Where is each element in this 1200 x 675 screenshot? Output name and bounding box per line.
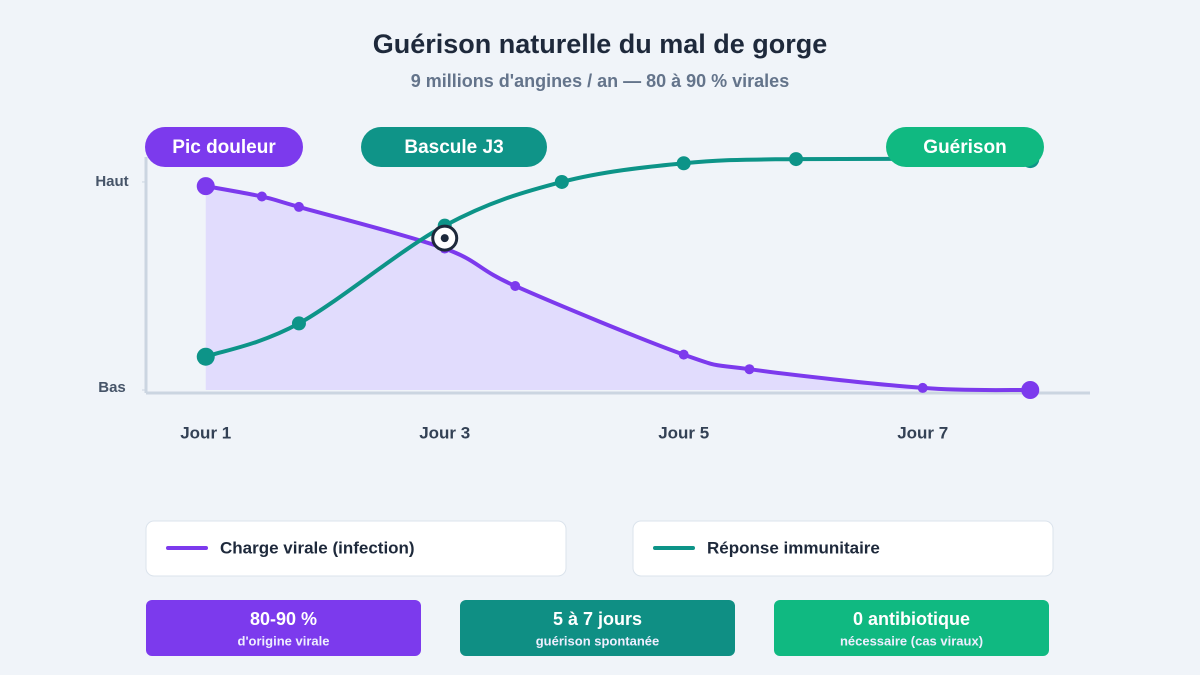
stat-card xyxy=(146,600,421,656)
point xyxy=(196,347,215,366)
point xyxy=(510,280,521,291)
legend-card xyxy=(145,520,567,577)
annotation-text: Bascule J3 xyxy=(404,137,503,158)
stat-label: nécessaire (cas viraux) xyxy=(840,633,983,648)
chart-title: Guérison naturelle du mal de gorge xyxy=(373,29,828,59)
point xyxy=(291,316,306,331)
annotation-pill xyxy=(145,127,303,167)
legend-label: Charge virale (infection) xyxy=(220,538,415,557)
x-tick-label: Jour 7 xyxy=(897,423,948,442)
legend-label: Réponse immunitaire xyxy=(707,538,880,557)
point xyxy=(293,201,304,212)
point xyxy=(196,177,215,196)
point xyxy=(917,382,928,393)
area xyxy=(205,186,1031,391)
stat-label: d'origine virale xyxy=(238,633,330,648)
y-tick-label: Haut xyxy=(95,173,128,190)
point xyxy=(744,364,755,375)
annotation-text: Pic douleur xyxy=(172,137,276,158)
stat-value: 0 antibiotique xyxy=(853,609,970,629)
stat-card xyxy=(460,600,735,656)
point xyxy=(554,174,569,189)
stat-value: 80-90 % xyxy=(250,609,317,629)
y-tick-label: Bas xyxy=(98,379,126,396)
legend-card xyxy=(632,520,1054,577)
point xyxy=(676,156,691,171)
point xyxy=(256,191,267,202)
point xyxy=(678,349,689,360)
x-tick-label: Jour 1 xyxy=(180,423,231,442)
stat-value: 5 à 7 jours xyxy=(553,609,642,629)
stat-card xyxy=(774,600,1049,656)
x-tick-label: Jour 5 xyxy=(658,423,709,442)
annotation-pill xyxy=(886,127,1044,167)
stat-label: guérison spontanée xyxy=(536,633,660,648)
annotation-pill xyxy=(361,127,547,167)
crossover-dot xyxy=(440,234,449,243)
x-tick-label: Jour 3 xyxy=(419,423,470,442)
line xyxy=(205,184,1031,393)
point xyxy=(1021,381,1040,399)
point xyxy=(789,152,804,167)
annotation-text: Guérison xyxy=(923,137,1006,158)
chart-subtitle: 9 millions d'angines / an — 80 à 90 % vi… xyxy=(411,71,789,91)
